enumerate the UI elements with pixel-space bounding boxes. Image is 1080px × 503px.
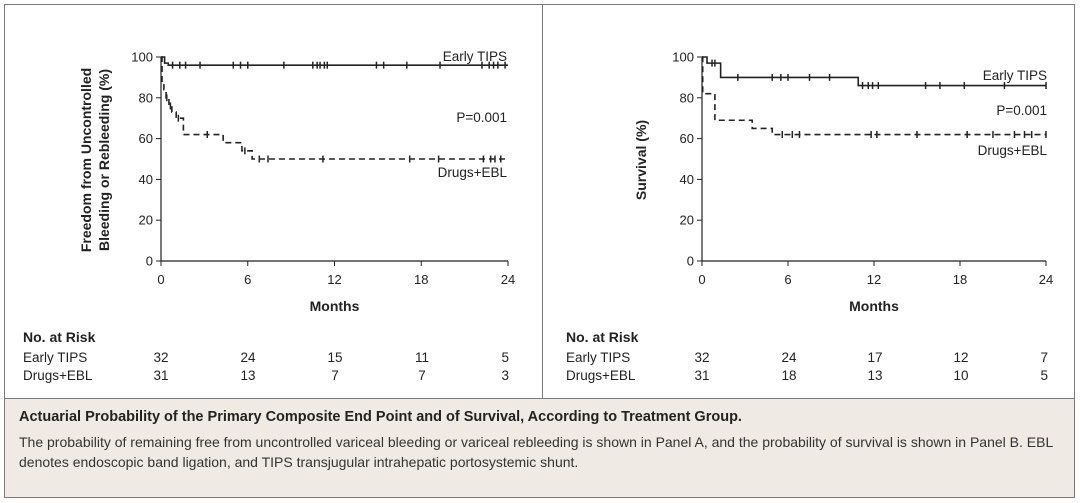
chart-a-series-line-drugs-ebl bbox=[161, 56, 508, 160]
chart-b-x-axis-title: Months bbox=[849, 298, 899, 314]
chart-b-risk-value: 7 bbox=[1040, 350, 1048, 365]
chart-a-p-value: P=0.001 bbox=[456, 110, 507, 125]
chart-a-svg: 0 20 40 60 80 100 0 6 12 18 24 Months Freedom from U… bbox=[23, 49, 515, 383]
chart-a-y-tick-label: 60 bbox=[139, 131, 153, 146]
chart-b-risk-value: 13 bbox=[867, 368, 882, 383]
chart-b-risk-value: 24 bbox=[781, 350, 797, 365]
chart-a-risk-value: 31 bbox=[153, 368, 168, 383]
chart-b-risk-row-label: Early TIPS bbox=[566, 350, 630, 365]
chart-a-risk-value: 13 bbox=[240, 368, 255, 383]
chart-a-risk-row-label: Drugs+EBL bbox=[23, 368, 93, 383]
chart-b-risk-value: 32 bbox=[694, 350, 709, 365]
chart-a-risk-value: 11 bbox=[415, 350, 429, 365]
chart-a-y-axis-title: Freedom from Uncontrolled bbox=[78, 68, 94, 252]
chart-a-y-tick-label: 0 bbox=[146, 254, 153, 269]
chart-b-x-tick-label: 0 bbox=[698, 272, 705, 287]
chart-b-risk-value: 5 bbox=[1040, 368, 1048, 383]
chart-b-svg: 0 20 40 60 80 100 0 6 12 18 24 Months Survival (%) Ea… bbox=[566, 50, 1053, 384]
chart-b-y-tick-label: 40 bbox=[680, 172, 694, 187]
chart-b-series-line-early-tips bbox=[702, 56, 1046, 87]
chart-a-risk-value: 15 bbox=[327, 350, 342, 365]
chart-b-series-label: Early TIPS bbox=[983, 68, 1047, 83]
chart-a-series-line-early-tips bbox=[161, 56, 508, 66]
caption-text: The probability of remaining free from u… bbox=[19, 434, 1053, 470]
chart-b-p-value: P=0.001 bbox=[996, 103, 1047, 118]
chart-a-risk-value: 24 bbox=[240, 350, 256, 365]
chart-b-risk-value: 10 bbox=[953, 368, 968, 383]
chart-a-risk-row-label: Early TIPS bbox=[23, 350, 87, 365]
chart-a-y-tick-label: 20 bbox=[139, 213, 153, 228]
caption-title: Actuarial Probability of the Primary Com… bbox=[19, 409, 742, 425]
chart-b-y-tick-label: 80 bbox=[680, 90, 694, 105]
chart-a-risk-value: 7 bbox=[331, 368, 339, 383]
chart-b-y-tick-label: 100 bbox=[672, 50, 694, 65]
chart-a-series-label: Early TIPS bbox=[443, 49, 507, 64]
chart-b-risk-row-label: Drugs+EBL bbox=[566, 368, 636, 383]
chart-b-x-tick-label: 18 bbox=[953, 272, 967, 287]
chart-a-risk-value: 7 bbox=[418, 368, 426, 383]
chart-a-y-axis-title: Bleeding or Rebleeding (%) bbox=[96, 69, 112, 251]
chart-a-x-axis-title: Months bbox=[310, 298, 360, 314]
chart-a-y-tick-label: 40 bbox=[139, 172, 153, 187]
chart-b-risk-value: 17 bbox=[867, 350, 882, 365]
chart-a-risk-value: 3 bbox=[501, 368, 509, 383]
chart-a-risk-table-title: No. at Risk bbox=[23, 329, 96, 345]
chart-a-x-tick-label: 18 bbox=[414, 272, 428, 287]
chart-a-risk-value: 5 bbox=[501, 350, 509, 365]
panel-a: 0 20 40 60 80 100 0 6 12 18 24 Months Freedom from U… bbox=[5, 5, 543, 398]
chart-a-x-tick-label: 0 bbox=[157, 272, 164, 287]
chart-b-series-line-drugs-ebl bbox=[701, 56, 1046, 136]
chart-panels: 0 20 40 60 80 100 0 6 12 18 24 Months Freedom from U… bbox=[5, 5, 1074, 398]
chart-a-series-label: Drugs+EBL bbox=[438, 165, 508, 180]
chart-a-y-tick-label: 80 bbox=[139, 90, 153, 105]
caption: Actuarial Probability of the Primary Com… bbox=[5, 398, 1074, 497]
chart-b-x-tick-label: 6 bbox=[784, 272, 791, 287]
chart-b-y-axis-title: Survival (%) bbox=[633, 120, 649, 200]
chart-b-risk-table-title: No. at Risk bbox=[566, 329, 639, 345]
chart-b-risk-value: 31 bbox=[694, 368, 709, 383]
chart-b-x-tick-label: 12 bbox=[867, 272, 881, 287]
panel-b: 0 20 40 60 80 100 0 6 12 18 24 Months Survival (%) Ea… bbox=[542, 5, 1074, 398]
chart-a-y-tick-label: 100 bbox=[131, 50, 153, 65]
chart-b-risk-value: 12 bbox=[953, 350, 968, 365]
chart-a-x-tick-label: 6 bbox=[244, 272, 251, 287]
chart-b-y-tick-label: 0 bbox=[687, 254, 694, 269]
chart-a-risk-value: 32 bbox=[153, 350, 168, 365]
figure-frame: 0 20 40 60 80 100 0 6 12 18 24 Months Freedom from U… bbox=[4, 4, 1075, 498]
chart-b-x-tick-label: 24 bbox=[1039, 272, 1053, 287]
chart-a-x-tick-label: 12 bbox=[327, 272, 341, 287]
chart-a-x-tick-label: 24 bbox=[501, 272, 515, 287]
chart-b-series-label: Drugs+EBL bbox=[978, 143, 1048, 158]
chart-b-y-tick-label: 20 bbox=[680, 213, 694, 228]
chart-b-y-tick-label: 60 bbox=[680, 131, 694, 146]
chart-b-risk-value: 18 bbox=[781, 368, 796, 383]
